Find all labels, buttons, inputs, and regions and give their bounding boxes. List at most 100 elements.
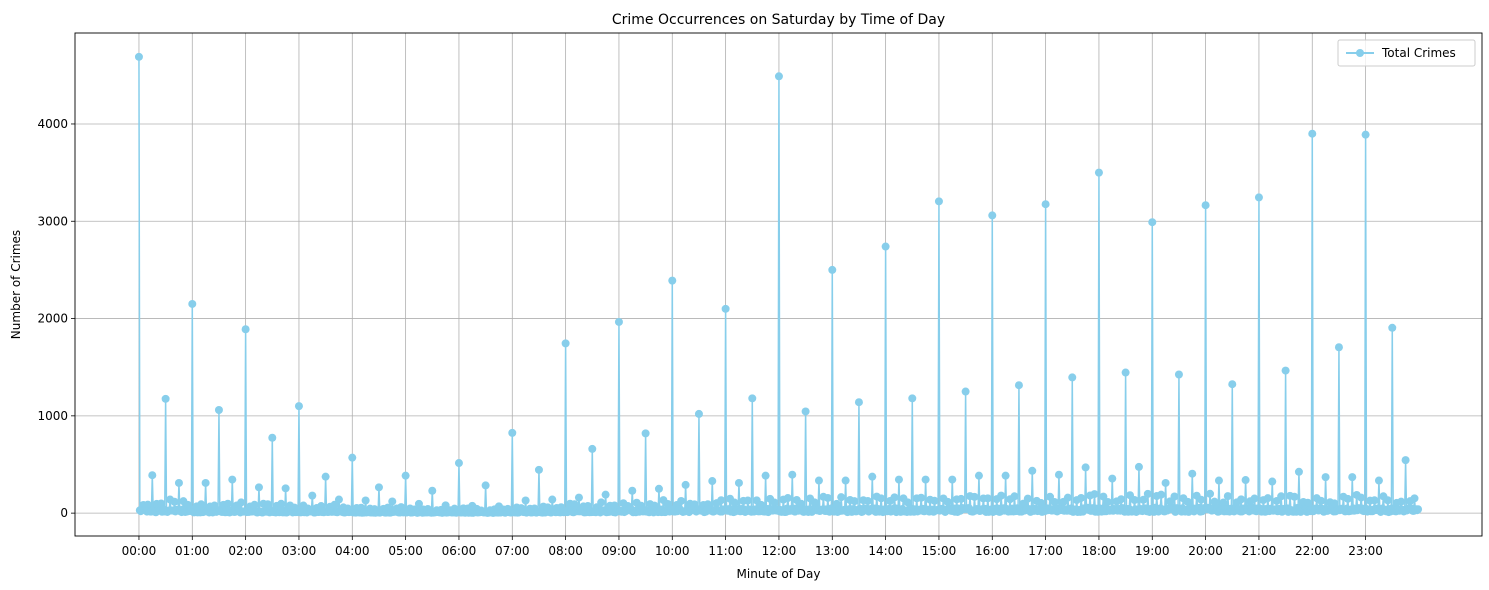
- data-point: [1117, 495, 1126, 504]
- x-tick-label: 10:00: [655, 544, 690, 558]
- x-tick-label: 11:00: [708, 544, 743, 558]
- data-point: [681, 480, 690, 489]
- data-point: [1268, 477, 1277, 486]
- y-tick-label: 0: [60, 506, 68, 520]
- data-point: [828, 265, 837, 274]
- data-point: [1201, 201, 1210, 210]
- data-point: [334, 495, 343, 504]
- data-point: [1397, 497, 1406, 506]
- data-point: [574, 493, 583, 502]
- chart-title: Crime Occurrences on Saturday by Time of…: [612, 12, 945, 28]
- data-point: [983, 494, 992, 503]
- data-point: [1334, 343, 1343, 352]
- data-point: [841, 476, 850, 485]
- data-point: [388, 497, 397, 506]
- data-point: [223, 499, 232, 508]
- data-point: [174, 478, 183, 487]
- data-point: [1388, 323, 1397, 332]
- data-point: [1068, 373, 1077, 382]
- data-point: [1348, 473, 1357, 482]
- data-point: [1094, 168, 1103, 177]
- data-point: [970, 492, 979, 501]
- data-point: [1410, 494, 1419, 503]
- data-point: [1214, 476, 1223, 485]
- data-point: [774, 72, 783, 81]
- data-point: [1170, 492, 1179, 501]
- data-point: [1023, 494, 1032, 503]
- data-point: [348, 453, 357, 462]
- data-point: [454, 459, 463, 468]
- data-point: [1250, 494, 1259, 503]
- data-point: [237, 498, 246, 507]
- y-axis-label: Number of Crimes: [9, 230, 23, 339]
- legend-box: [1337, 39, 1476, 67]
- data-point: [228, 475, 237, 484]
- data-point: [330, 500, 339, 509]
- data-point: [863, 496, 872, 505]
- data-point: [868, 472, 877, 481]
- x-tick-label: 04:00: [335, 544, 370, 558]
- x-tick-label: 18:00: [1082, 544, 1117, 558]
- data-point: [734, 478, 743, 487]
- data-point: [761, 471, 770, 480]
- data-point: [170, 497, 179, 506]
- data-point: [161, 394, 170, 403]
- data-point: [1188, 469, 1197, 478]
- data-point: [197, 500, 206, 509]
- data-point: [708, 477, 717, 486]
- data-point: [930, 496, 939, 505]
- data-point: [588, 444, 597, 453]
- x-tick-label: 15:00: [922, 544, 957, 558]
- data-point: [548, 495, 557, 504]
- data-point: [1183, 497, 1192, 506]
- data-point: [601, 490, 610, 499]
- x-tick-label: 09:00: [602, 544, 637, 558]
- data-point: [241, 325, 250, 334]
- y-tick-label: 3000: [37, 214, 68, 228]
- data-point: [850, 497, 859, 506]
- plot-frame: [74, 32, 1483, 537]
- data-point: [770, 498, 779, 507]
- data-point: [823, 493, 832, 502]
- data-point: [263, 500, 272, 509]
- data-point: [1290, 492, 1299, 501]
- data-point: [1263, 494, 1272, 503]
- y-tick-label: 4000: [37, 117, 68, 131]
- x-axis-label: Minute of Day: [737, 567, 821, 581]
- x-tick-label: 14:00: [868, 544, 903, 558]
- data-point: [1414, 505, 1423, 514]
- data-point: [877, 494, 886, 503]
- data-point: [1041, 200, 1050, 209]
- x-tick-label: 19:00: [1135, 544, 1170, 558]
- data-point: [1330, 499, 1339, 508]
- data-point: [1090, 490, 1099, 499]
- data-point: [1108, 474, 1117, 483]
- data-point: [1401, 456, 1410, 465]
- data-point: [641, 429, 650, 438]
- x-tick-label: 01:00: [175, 544, 210, 558]
- data-point: [134, 52, 143, 61]
- data-point: [481, 481, 490, 490]
- data-point: [810, 498, 819, 507]
- data-point: [783, 494, 792, 503]
- data-point: [917, 493, 926, 502]
- data-point: [721, 304, 730, 313]
- data-point: [801, 407, 810, 416]
- data-point: [1148, 218, 1157, 227]
- x-tick-label: 23:00: [1348, 544, 1383, 558]
- series-line-total-crimes: [138, 56, 1419, 514]
- data-point: [890, 493, 899, 502]
- data-point: [1223, 492, 1232, 501]
- data-point: [961, 387, 970, 396]
- data-point: [1001, 471, 1010, 480]
- data-point: [268, 433, 277, 442]
- data-point: [1054, 470, 1063, 479]
- x-tick-label: 16:00: [975, 544, 1010, 558]
- data-point: [308, 491, 317, 500]
- data-point: [814, 476, 823, 485]
- data-point: [148, 471, 157, 480]
- data-point: [1237, 495, 1246, 504]
- x-tick-label: 03:00: [282, 544, 317, 558]
- data-point: [1081, 463, 1090, 472]
